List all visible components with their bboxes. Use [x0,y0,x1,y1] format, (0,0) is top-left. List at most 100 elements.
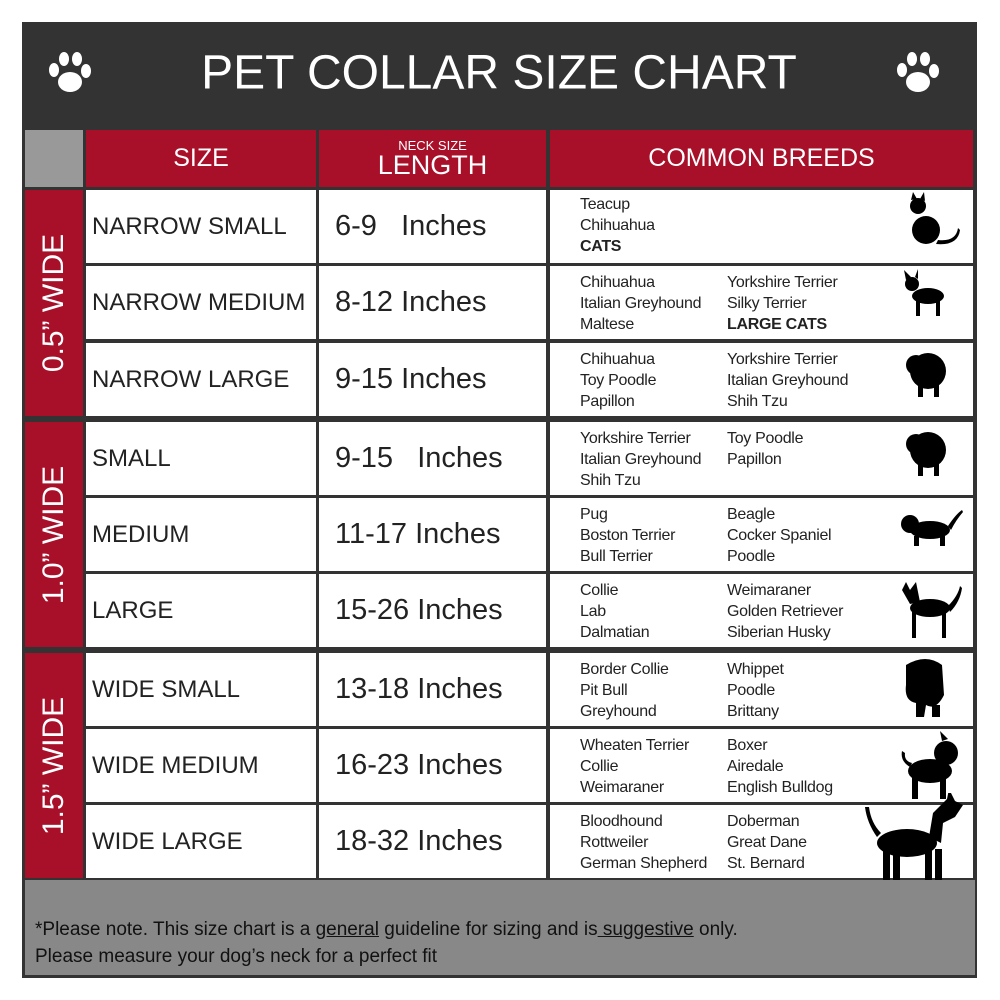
length-text: 6-9 Inches [335,210,487,242]
col-title: COMMON BREEDS [648,144,875,172]
size-text: NARROW LARGE [92,365,290,393]
breed: Collie [580,582,619,599]
breed: Boston Terrier [580,527,676,544]
breed: Whippet [727,661,784,678]
size-cell: WIDE SMALL [86,653,316,726]
col-title: LENGTH [377,149,488,180]
breed-column: Teacup Chihuahua CATS [580,194,655,257]
length-cell: 11-17 Inches [319,498,546,571]
group-label: 1.0” WIDE [25,422,83,647]
breed: Doberman [727,813,800,830]
breed: Rottweiler [580,834,649,851]
size-text: SMALL [92,444,171,472]
size-text: NARROW MEDIUM [92,288,306,316]
breed: Great Dane [727,834,807,851]
pet-icon [901,731,958,799]
breed: Wheaten Terrier [580,737,690,754]
breed: Lab [580,603,606,620]
breed: Toy Poodle [727,430,804,447]
breed: Toy Poodle [580,372,657,389]
footnote-line: Please measure your dog’s neck for a per… [35,946,438,967]
breed: German Shepherd [580,855,708,872]
length-text: 18-32 Inches [335,825,503,857]
footnote-part: only. [693,919,738,940]
breed: English Bulldog [727,779,833,796]
breed: Beagle [727,506,776,523]
length-text: 11-17 Inches [335,518,501,550]
length-cell: 15-26 Inches [319,574,546,647]
length-cell: 16-23 Inches [319,729,546,802]
col-note: NECK SIZE [398,137,467,153]
size-text: MEDIUM [92,520,190,548]
breeds-cell: Pug Boston Terrier Bull Terrier Beagle Cocke… [550,498,973,571]
breed: Chihuahua [580,351,655,368]
breed-column: Whippet Poodle Brittany [727,659,784,722]
pet-icon [902,582,962,638]
size-text: NARROW SMALL [92,212,287,240]
breed-column: Weimaraner Golden Retriever Siberian Husky [727,580,843,643]
breed-column: Yorkshire Terrier Italian Greyhound Shih T… [580,428,702,491]
footnote-line: *Please note. This size chart is a gener… [35,916,975,943]
breed: Weimaraner [727,582,811,599]
size-text: LARGE [92,596,174,624]
breed: Chihuahua [580,217,655,234]
breed: Pug [580,506,608,523]
size-chart: PET COLLAR SIZE CHART SIZE NECK SIZE LEN… [22,22,977,978]
breed: Yorkshire Terrier [727,351,838,368]
group-label: 0.5” WIDE [25,190,83,416]
corner [25,130,83,187]
breeds-cell: Teacup Chihuahua CATS [550,190,973,263]
breed: Boxer [727,737,768,754]
footnote-part: *Please note. This size chart is a [35,919,316,940]
col-header: COMMON BREEDS [550,130,973,187]
col-title: SIZE [173,144,229,172]
breed: Golden Retriever [727,603,844,620]
length-cell: 9-15 Inches [319,343,546,416]
size-cell: SMALL [86,422,316,495]
breed-column: Beagle Cocker Spaniel Poodle [727,504,832,567]
footnote: *Please note. This size chart is a gener… [25,880,975,975]
breed: Dalmatian [580,624,650,641]
pet-icon [910,192,960,245]
group-label: 1.5” WIDE [25,653,83,878]
header-bar: PET COLLAR SIZE CHART [49,47,939,100]
pet-icon [905,659,944,717]
length-text: 16-23 Inches [335,749,503,781]
pet-icon [906,353,946,397]
breeds-cell: Bloodhound Rottweiler German Shepherd Dober… [550,793,973,889]
breed: Teacup [580,196,630,213]
size-cell: NARROW MEDIUM [86,266,316,339]
breed-column: Yorkshire Terrier Silky Terrier LARGE CATS [727,272,838,335]
title: PET COLLAR SIZE CHART [201,47,797,100]
pet-icon [865,793,963,889]
breed: Cocker Spaniel [727,527,832,544]
length-text: 8-12 Inches [335,286,487,318]
breeds-cell: Border Collie Pit Bull Greyhound Whippet Poo… [550,653,973,726]
breed: Shih Tzu [580,472,641,489]
size-text: WIDE MEDIUM [92,751,259,779]
length-text: 9-15 Inches [335,363,487,395]
length-cell: 9-15 Inches [319,422,546,495]
group-text: 0.5” WIDE [37,233,70,373]
breed-column: Toy Poodle Papillon [727,428,803,470]
breed: Italian Greyhound [580,295,702,312]
size-cell: MEDIUM [86,498,316,571]
breeds-cell: Chihuahua Toy Poodle Papillon Yorkshire Ter… [550,343,973,416]
breed: Italian Greyhound [580,451,702,468]
pet-icon [904,269,944,316]
breed: Weimaraner [580,779,664,796]
group-text: 1.5” WIDE [37,696,70,835]
breed-column: Collie Lab Dalmatian [580,580,650,643]
breed: Airedale [727,758,784,775]
length-text: 13-18 Inches [335,673,503,705]
size-cell: NARROW LARGE [86,343,316,416]
breed-column: Wheaten Terrier Collie Weimaraner [580,735,689,798]
size-cell: LARGE [86,574,316,647]
pet-icon [906,432,946,476]
breed: Maltese [580,316,634,333]
breed: Bloodhound [580,813,663,830]
breed: Pit Bull [580,682,628,699]
breed: Collie [580,758,619,775]
length-cell: 6-9 Inches [319,190,546,263]
breed: Siberian Husky [727,624,831,641]
